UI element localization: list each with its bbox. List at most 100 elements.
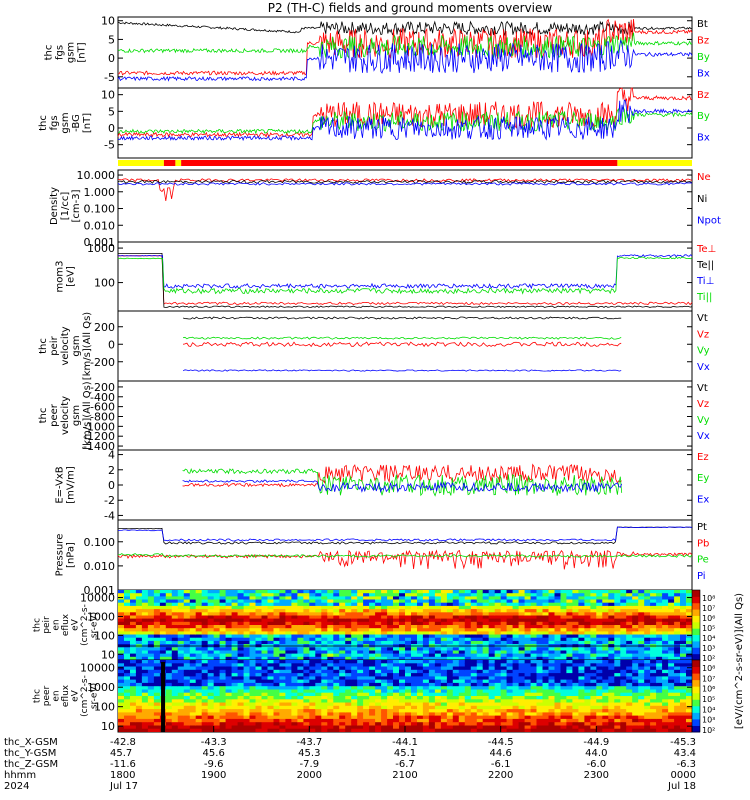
heatmap-cell	[530, 634, 538, 639]
heatmap-cell	[650, 599, 657, 604]
heatmap-cell	[650, 673, 657, 677]
heatmap-cell	[345, 647, 352, 652]
heatmap-cell	[351, 676, 358, 681]
heatmap-cell	[195, 689, 203, 694]
heatmap-cell	[572, 673, 579, 677]
heatmap-cell	[530, 725, 538, 730]
heatmap-cell	[333, 637, 340, 642]
heatmap-cell	[494, 618, 502, 623]
heatmap-cell	[428, 621, 436, 626]
heatmap-cell	[452, 637, 460, 642]
heatmap-cell	[500, 637, 508, 642]
heatmap-cell	[411, 676, 418, 681]
heatmap-cell	[452, 599, 460, 604]
heatmap-cell	[560, 596, 568, 601]
heatmap-cell	[638, 596, 645, 601]
heatmap-cell	[219, 618, 227, 623]
heatmap-cell	[560, 702, 568, 707]
heatmap-cell	[638, 656, 645, 660]
heatmap-cell	[530, 689, 538, 694]
heatmap-cell	[500, 663, 508, 668]
heatmap-cell	[638, 725, 645, 730]
heatmap-cell	[243, 596, 251, 601]
heatmap-cell	[381, 660, 388, 664]
heatmap-cell	[440, 666, 448, 671]
heatmap-cell	[147, 590, 155, 594]
heatmap-cell	[452, 666, 460, 671]
heatmap-cell	[339, 712, 346, 717]
heatmap-cell	[656, 696, 663, 700]
heatmap-cell	[249, 692, 257, 697]
heatmap-cell	[141, 676, 149, 681]
heatmap-cell	[363, 650, 370, 655]
heatmap-cell	[130, 637, 137, 642]
heatmap-cell	[662, 599, 669, 604]
heatmap-cell	[393, 696, 400, 700]
heatmap-cell	[363, 702, 370, 707]
heatmap-cell	[470, 702, 478, 707]
heatmap-cell	[632, 689, 639, 694]
heatmap-cell	[614, 702, 621, 707]
heatmap-cell	[130, 660, 137, 664]
heatmap-cell	[387, 669, 394, 674]
heatmap-cell	[130, 676, 137, 681]
heatmap-cell	[662, 593, 669, 597]
heatmap-cell	[494, 705, 502, 710]
heatmap-cell	[243, 631, 251, 636]
heatmap-cell	[638, 699, 645, 704]
heatmap-cell	[130, 621, 137, 626]
heatmap-cell	[572, 634, 579, 639]
x-tick-label: 43.4	[674, 748, 696, 759]
heatmap-cell	[566, 605, 573, 610]
heatmap-cell	[357, 686, 364, 691]
heatmap-cell	[446, 631, 454, 636]
legend-ti: Ti⊥	[696, 276, 714, 287]
heatmap-cell	[159, 634, 167, 639]
heatmap-cell	[518, 647, 526, 652]
heatmap-cell	[135, 725, 143, 730]
heatmap-cell	[572, 669, 579, 674]
heatmap-cell	[500, 640, 508, 645]
heatmap-cell	[482, 705, 490, 710]
heatmap-cell	[417, 593, 424, 597]
heatmap-cell	[662, 663, 669, 668]
heatmap-cell	[530, 590, 538, 594]
heatmap-cell	[686, 647, 692, 652]
heatmap-cell	[279, 682, 286, 687]
heatmap-cell	[171, 647, 179, 652]
heatmap-cell	[118, 628, 125, 632]
heatmap-cell	[614, 621, 621, 626]
heatmap-cell	[369, 650, 376, 655]
heatmap-cell	[542, 631, 550, 636]
heatmap-cell	[225, 663, 233, 668]
heatmap-cell	[446, 663, 454, 668]
heatmap-cell	[291, 673, 298, 677]
heatmap-cell	[554, 650, 562, 655]
heatmap-cell	[500, 609, 508, 613]
heatmap-cell	[303, 609, 310, 613]
heatmap-cell	[369, 602, 376, 607]
heatmap-cell	[554, 718, 562, 723]
heatmap-cell	[363, 679, 370, 684]
heatmap-cell	[369, 637, 376, 642]
heatmap-cell	[417, 722, 424, 727]
heatmap-cell	[668, 590, 675, 594]
heatmap-cell	[315, 634, 322, 639]
heatmap-cell	[440, 653, 448, 658]
heatmap-cell	[291, 686, 298, 691]
heatmap-cell	[219, 637, 227, 642]
heatmap-cell	[213, 728, 221, 732]
heatmap-cell	[464, 625, 472, 629]
heatmap-cell	[165, 699, 173, 704]
heatmap-cell	[309, 718, 316, 723]
heatmap-cell	[399, 705, 406, 710]
heatmap-cell	[411, 728, 418, 732]
heatmap-cell	[207, 696, 215, 700]
heatmap-cell	[476, 590, 484, 594]
heatmap-cell	[578, 676, 585, 681]
heatmap-cell	[608, 596, 615, 601]
heatmap-cell	[428, 718, 436, 723]
heatmap-cell	[261, 590, 269, 594]
heatmap-cell	[363, 625, 370, 629]
heatmap-cell	[650, 590, 657, 594]
